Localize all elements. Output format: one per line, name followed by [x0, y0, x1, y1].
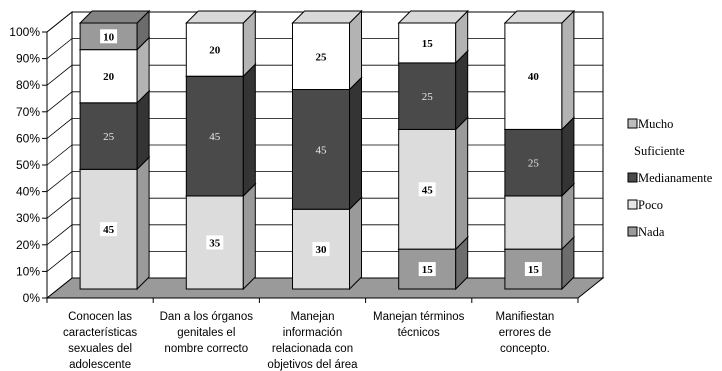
bar-top: [78, 10, 151, 24]
data-label-bg: [418, 35, 436, 50]
bar-side: [136, 89, 150, 171]
y-tick-label: 0%: [23, 291, 41, 305]
data-label: 25: [316, 51, 328, 63]
data-label: 15: [422, 264, 434, 276]
bar-segment: [397, 49, 469, 131]
data-label-bg: [100, 222, 118, 237]
x-tick-label: Manejan información relacionada con objetiv…: [267, 311, 358, 371]
bar-side: [455, 49, 469, 131]
data-label-bg: [524, 69, 542, 84]
x-tick-label: Dan a los órganos genitales el nombre corr…: [160, 311, 254, 355]
bar-segment: [78, 9, 151, 51]
bar-segment: [291, 76, 363, 211]
bar-top: [291, 10, 363, 24]
data-label-bg: [312, 49, 330, 64]
data-label: 45: [422, 184, 434, 196]
bar-side: [349, 195, 362, 291]
legend-label: Nada: [638, 225, 665, 239]
y-tick-label: 80%: [16, 78, 40, 92]
data-label: 45: [103, 224, 115, 236]
x-tick-label: Manejan términos técnicos: [373, 311, 465, 339]
bar-segment: [185, 9, 257, 78]
data-label-bg: [524, 262, 542, 277]
data-label-bg: [100, 69, 118, 84]
bar-segment: [185, 62, 257, 198]
x-axis: Conocen las características sexuales del ad…: [46, 297, 579, 371]
y-tick-label: 70%: [16, 105, 40, 119]
legend-swatch: [627, 172, 638, 183]
data-label-bg: [100, 29, 118, 44]
bar-front: [504, 195, 563, 250]
bar-segment: [397, 9, 469, 65]
y-axis: 0% 10% 20% 30% 40% 50% 60% 70% 80% 90% 100%: [9, 25, 48, 305]
data-label: 20: [209, 45, 221, 57]
y-tick-label: 30%: [16, 211, 40, 225]
data-label: 15: [422, 38, 434, 50]
bar-top: [397, 10, 469, 24]
bar-side: [242, 62, 256, 198]
data-label-bg: [206, 42, 224, 57]
bar-side: [242, 182, 256, 291]
bar-side: [561, 9, 575, 131]
data-label: 25: [422, 91, 434, 103]
data-label: 25: [103, 131, 115, 143]
legend-label: Mucho: [638, 117, 673, 131]
y-tick-label: 90%: [16, 52, 40, 66]
legend-swatch: [627, 118, 638, 129]
data-label: 25: [528, 158, 540, 170]
data-label-bg: [312, 242, 330, 257]
x-tick-label: Manifiestan errores de concepto.: [495, 311, 554, 355]
y-tick-label: 100%: [9, 25, 40, 39]
data-label: 10: [103, 31, 115, 43]
bar-segment: [291, 9, 363, 91]
y-tick-label: 60%: [16, 131, 40, 145]
y-tick-label: 50%: [16, 158, 40, 172]
data-label-bg: [418, 262, 436, 277]
y-tick-label: 10%: [16, 264, 40, 278]
bar-side: [349, 76, 362, 211]
bar-side: [349, 9, 362, 91]
data-label-bg: [206, 235, 224, 250]
data-label: 30: [316, 244, 328, 256]
data-label: 40: [528, 71, 540, 83]
data-label: 15: [528, 264, 540, 276]
legend-swatch: [627, 199, 638, 210]
legend: Mucho Suficiente Medianamente Poco Nada: [627, 117, 713, 239]
y-tick-label: 20%: [16, 238, 40, 252]
data-label-bg: [418, 182, 436, 197]
legend-label: Poco: [638, 198, 663, 212]
bar-top: [503, 10, 576, 24]
legend-label: Suficiente: [634, 144, 685, 158]
legend-swatch: [627, 226, 638, 237]
bar-side: [136, 156, 150, 291]
x-tick-label: Conocen las características sexuales del ad…: [63, 311, 137, 371]
bar-segment: [397, 116, 469, 251]
bar-side: [561, 116, 575, 198]
data-label: 35: [209, 237, 221, 249]
legend-label: Medianamente: [638, 171, 713, 185]
data-label: 20: [103, 71, 115, 83]
bar-top: [185, 10, 257, 24]
data-labels: 45 25 20 10 35 45 20 30 45 25 15 45 25 15 15 25 40: [100, 29, 542, 277]
y-tick-label: 40%: [16, 185, 40, 199]
bar-front: [398, 62, 457, 130]
bar-side: [455, 116, 469, 251]
bar-front: [292, 89, 350, 210]
data-label: 45: [316, 144, 328, 156]
data-label: 45: [209, 131, 221, 143]
